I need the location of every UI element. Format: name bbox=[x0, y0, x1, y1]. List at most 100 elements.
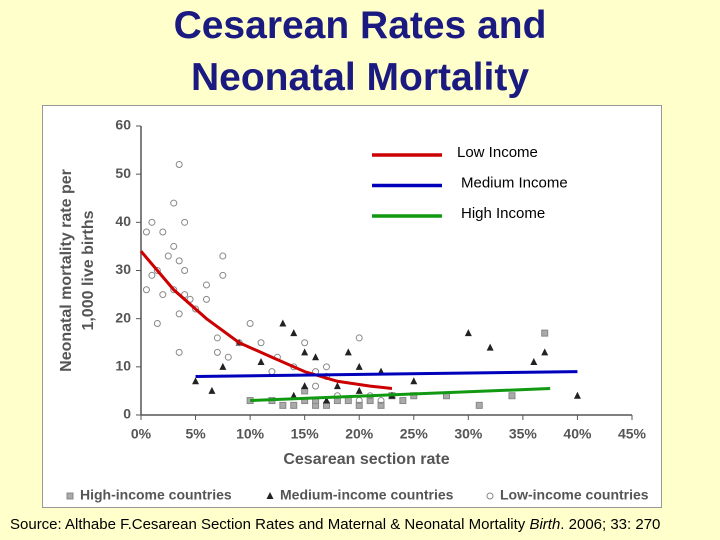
point bbox=[290, 401, 298, 409]
point bbox=[175, 348, 183, 356]
point bbox=[142, 228, 150, 236]
legend-marker bbox=[266, 492, 274, 499]
point bbox=[170, 242, 178, 250]
point bbox=[399, 397, 407, 405]
point bbox=[192, 377, 200, 385]
x-tick-label: 45% bbox=[618, 426, 647, 442]
point bbox=[202, 281, 210, 289]
point bbox=[268, 368, 276, 376]
point bbox=[366, 397, 374, 405]
legend-marker bbox=[66, 492, 74, 500]
point bbox=[279, 401, 287, 409]
point bbox=[355, 362, 363, 370]
point bbox=[213, 348, 221, 356]
point bbox=[213, 334, 221, 342]
point bbox=[257, 358, 265, 366]
point bbox=[312, 353, 320, 361]
x-tick-label: 20% bbox=[345, 426, 374, 442]
trend-line bbox=[195, 370, 578, 378]
point bbox=[541, 329, 549, 337]
point bbox=[464, 329, 472, 337]
point bbox=[333, 382, 341, 390]
legend-label: High Income bbox=[461, 205, 545, 222]
point bbox=[322, 363, 330, 371]
x-tick-label: 35% bbox=[509, 426, 538, 442]
point bbox=[279, 319, 287, 327]
x-tick-label: 5% bbox=[185, 426, 206, 442]
point bbox=[377, 397, 385, 405]
point bbox=[530, 358, 538, 366]
y-tick-label: 50 bbox=[115, 165, 131, 181]
point bbox=[153, 319, 161, 327]
point bbox=[175, 161, 183, 169]
y-tick-label: 10 bbox=[115, 358, 131, 374]
point bbox=[344, 397, 352, 405]
point bbox=[148, 218, 156, 226]
point bbox=[541, 348, 549, 356]
y-tick-label: 60 bbox=[115, 117, 131, 133]
point bbox=[142, 286, 150, 294]
point bbox=[164, 252, 172, 260]
slide-title: Cesarean Rates and Neonatal Mortality bbox=[173, 4, 547, 99]
point bbox=[170, 199, 178, 207]
y-tick-label: 0 bbox=[123, 406, 131, 422]
point bbox=[175, 257, 183, 265]
point bbox=[219, 362, 227, 370]
x-tick-label: 0% bbox=[131, 426, 152, 442]
point bbox=[475, 401, 483, 409]
point bbox=[301, 382, 309, 390]
point bbox=[246, 319, 254, 327]
source: Source: Althabe F.Cesarean Section Rates… bbox=[10, 516, 660, 533]
legend-label: High-income countries bbox=[80, 487, 232, 503]
point bbox=[486, 343, 494, 351]
point bbox=[181, 218, 189, 226]
point bbox=[181, 267, 189, 274]
point bbox=[410, 377, 418, 385]
point bbox=[322, 396, 330, 404]
point bbox=[355, 334, 363, 342]
trend-line bbox=[250, 387, 551, 403]
source-citation: . 2006; 33: 270 bbox=[560, 516, 661, 533]
legend-label: Medium-income countries bbox=[280, 487, 454, 503]
y-axis-label: 1,000 live births bbox=[80, 210, 97, 330]
point bbox=[573, 391, 581, 399]
point bbox=[192, 305, 200, 313]
x-tick-label: 40% bbox=[563, 426, 592, 442]
point bbox=[508, 392, 516, 400]
point bbox=[290, 391, 298, 399]
point bbox=[148, 271, 156, 279]
point bbox=[224, 353, 232, 361]
x-tick-label: 15% bbox=[291, 426, 320, 442]
point bbox=[170, 286, 178, 294]
x-axis-label: Cesarean section rate bbox=[283, 451, 449, 468]
y-tick-label: 20 bbox=[115, 309, 131, 325]
y-tick-label: 40 bbox=[115, 213, 131, 229]
point bbox=[377, 401, 385, 409]
legend-label: Medium Income bbox=[461, 174, 568, 191]
point bbox=[208, 386, 216, 394]
legend-marker bbox=[486, 492, 494, 500]
source-journal: Birth bbox=[529, 516, 561, 533]
point bbox=[153, 267, 161, 274]
point bbox=[159, 228, 167, 236]
point bbox=[175, 310, 183, 318]
point bbox=[290, 329, 298, 337]
legend-label: Low-income countries bbox=[500, 487, 649, 503]
point bbox=[159, 291, 167, 299]
y-axis-label: Neonatal mortality rate per bbox=[58, 169, 75, 372]
x-tick-label: 30% bbox=[454, 426, 483, 442]
chart-box bbox=[42, 105, 662, 508]
point bbox=[202, 295, 210, 303]
point bbox=[219, 252, 227, 260]
x-tick-label: 25% bbox=[400, 426, 429, 442]
point bbox=[355, 386, 363, 394]
point bbox=[344, 348, 352, 356]
point bbox=[219, 271, 227, 279]
y-tick-label: 30 bbox=[115, 261, 131, 277]
point bbox=[301, 348, 309, 356]
point bbox=[312, 382, 320, 390]
point bbox=[257, 339, 265, 347]
legend-label: Low Income bbox=[457, 144, 538, 161]
